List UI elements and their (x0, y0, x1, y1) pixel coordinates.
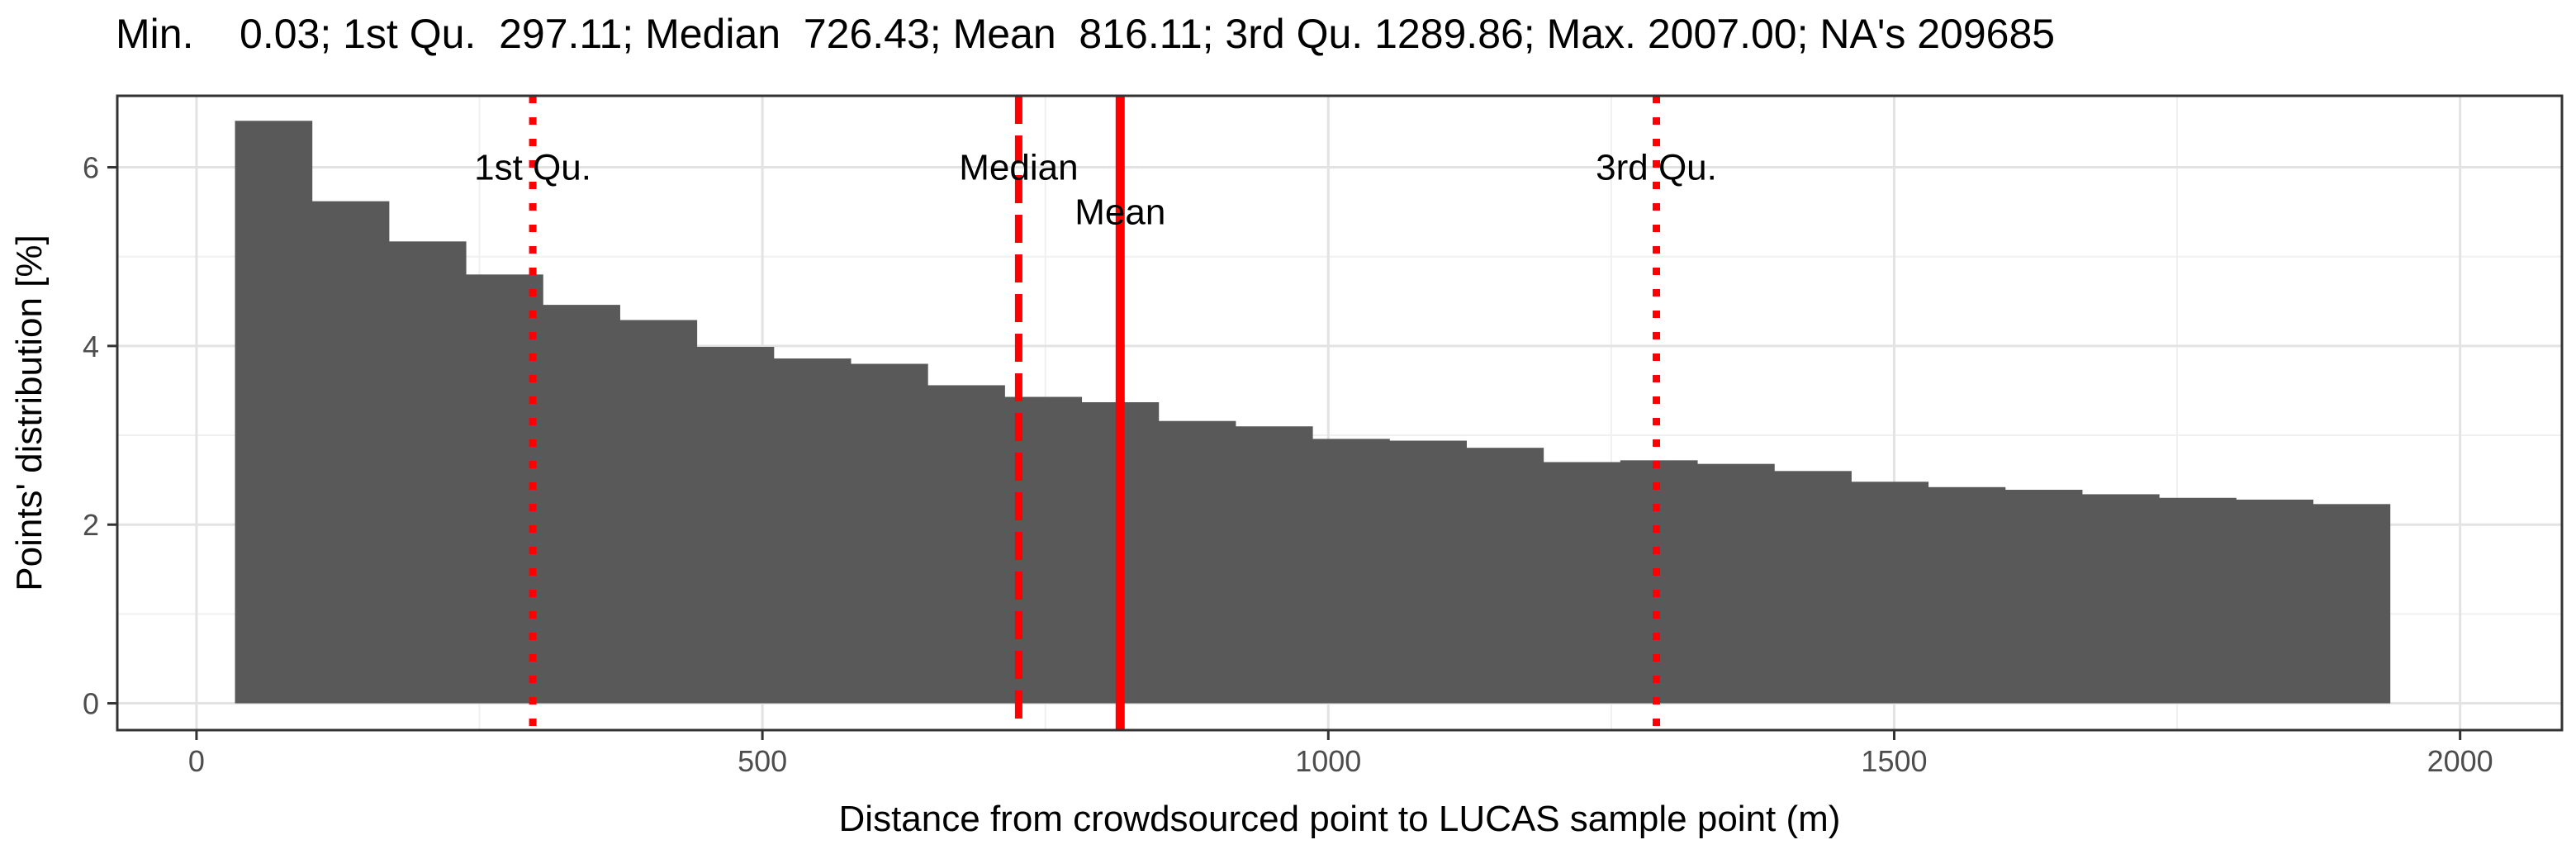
x-tick-label: 1500 (1861, 744, 1927, 778)
label-3rd-qu: 3rd Qu. (1596, 148, 1717, 188)
y-axis-title: Points' distribution [%] (9, 235, 50, 591)
histogram-bar (2159, 497, 2237, 704)
histogram-bar (1389, 440, 1467, 704)
panel-border (116, 94, 2564, 732)
histogram-bar (1466, 448, 1544, 704)
histogram-bar (2004, 490, 2083, 704)
y-tick-label: 0 (83, 687, 99, 721)
histogram-bar (1312, 439, 1390, 704)
histogram-bar (2313, 504, 2391, 704)
y-tick-label: 2 (83, 508, 99, 542)
histogram-bar (388, 241, 467, 704)
label-1st-qu: 1st Qu. (474, 148, 591, 188)
histogram-bar (1543, 462, 1621, 704)
y-tick-label: 6 (83, 151, 99, 185)
label-mean: Mean (1075, 192, 1165, 233)
histogram-bar (543, 305, 620, 704)
histogram-bar (1620, 460, 1698, 704)
chart-title: Min. 0.03; 1st Qu. 297.11; Median 726.43… (116, 11, 2056, 57)
summary-lines (529, 96, 1661, 730)
y-tick-label: 4 (83, 330, 99, 363)
histogram-bar (1851, 482, 1929, 704)
histogram-bar (773, 358, 852, 704)
axis-ticks: 0 500 1000 1500 2000 0 2 4 6 (83, 151, 2493, 778)
histogram-bar (2236, 499, 2314, 704)
histogram-bar (2081, 494, 2160, 704)
histogram-bar (1774, 471, 1852, 704)
histogram-bar (1158, 420, 1236, 704)
histogram-bar (1235, 426, 1313, 704)
histogram-bars (235, 121, 2391, 704)
histogram-bar (311, 201, 390, 704)
x-tick-label: 0 (188, 744, 205, 778)
histogram-bar (927, 385, 1005, 704)
x-tick-label: 2000 (2427, 744, 2493, 778)
x-tick-label: 500 (738, 744, 787, 778)
label-median: Median (959, 148, 1078, 188)
x-axis-title: Distance from crowdsourced point to LUCA… (839, 799, 1841, 839)
histogram-bar (696, 346, 775, 704)
histogram-bar (619, 320, 698, 704)
histogram-bar (851, 363, 928, 704)
histogram-bar (1928, 486, 2006, 704)
histogram-bar (1697, 463, 1775, 704)
histogram-bar (235, 121, 313, 704)
x-tick-label: 1000 (1295, 744, 1361, 778)
